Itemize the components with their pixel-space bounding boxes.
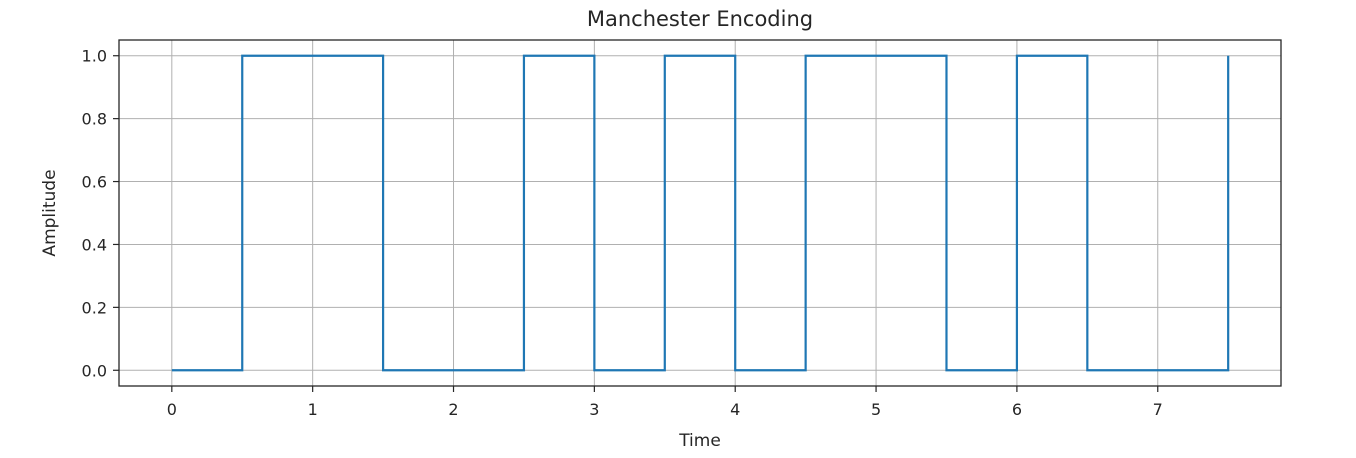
grid [119,40,1281,386]
y-axis-label: Amplitude [40,169,60,256]
y-axis-ticks: 0.0 0.2 0.4 0.6 0.8 1.0 [82,47,119,380]
chart-title: Manchester Encoding [587,7,813,31]
plot-series [171,54,1230,372]
plot-frame [118,39,1282,387]
x-tick-label: 5 [871,400,881,419]
y-tick-label: 0.8 [82,110,107,129]
x-tick-label: 1 [308,400,318,419]
x-axis-label: Time [678,431,721,451]
x-tick-label: 4 [730,400,740,419]
x-tick-label: 6 [1012,400,1022,419]
x-axis-ticks: 0 1 2 3 4 5 6 7 [167,386,1163,419]
y-tick-label: 0.2 [82,298,107,317]
y-tick-label: 0.6 [82,173,107,192]
y-tick-label: 1.0 [82,47,107,66]
signal-line [171,54,1230,372]
x-tick-label: 0 [167,400,177,419]
y-tick-label: 0.4 [82,235,107,254]
x-tick-label: 2 [448,400,458,419]
x-tick-label: 7 [1153,400,1163,419]
y-tick-label: 0.0 [82,361,107,380]
x-tick-label: 3 [589,400,599,419]
